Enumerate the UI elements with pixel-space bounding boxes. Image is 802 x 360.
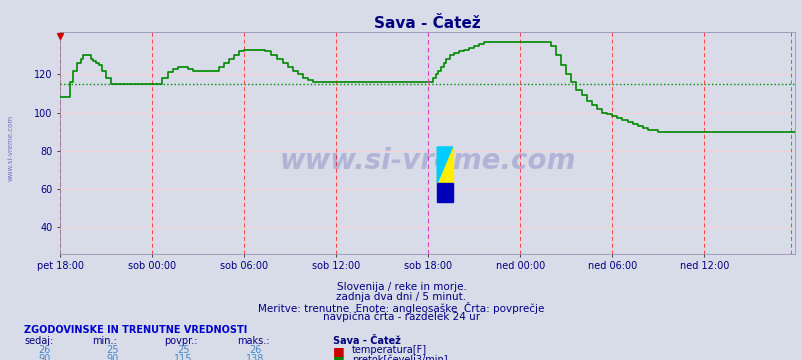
Text: min.:: min.: [92,336,117,346]
Text: ZGODOVINSKE IN TRENUTNE VREDNOSTI: ZGODOVINSKE IN TRENUTNE VREDNOSTI [24,325,247,335]
Text: ■: ■ [333,345,345,358]
Text: maks.:: maks.: [237,336,269,346]
Text: 90: 90 [38,354,51,360]
Text: www.si-vreme.com: www.si-vreme.com [279,147,575,175]
Text: Slovenija / reke in morje.: Slovenija / reke in morje. [336,282,466,292]
Text: 26: 26 [249,345,261,355]
Text: povpr.:: povpr.: [164,336,198,346]
Text: Meritve: trenutne  Enote: angleosaške  Črta: povprečje: Meritve: trenutne Enote: angleosaške Črt… [258,302,544,314]
Text: www.si-vreme.com: www.si-vreme.com [7,114,14,181]
Text: sedaj:: sedaj: [24,336,53,346]
Text: 115: 115 [173,354,192,360]
Text: Sava - Čatež: Sava - Čatež [333,336,401,346]
Text: pretok[čevelj3/min]: pretok[čevelj3/min] [351,354,447,360]
Polygon shape [436,147,452,183]
Text: 25: 25 [106,345,119,355]
Text: navpična črta - razdelek 24 ur: navpična črta - razdelek 24 ur [322,312,480,322]
Bar [436,183,452,202]
Text: 25: 25 [176,345,189,355]
Text: 138: 138 [246,354,264,360]
Title: Sava - Čatež: Sava - Čatež [374,16,480,31]
Text: zadnja dva dni / 5 minut.: zadnja dva dni / 5 minut. [336,292,466,302]
Polygon shape [436,147,452,183]
Text: 26: 26 [38,345,51,355]
Text: temperatura[F]: temperatura[F] [351,345,427,355]
Text: 90: 90 [106,354,119,360]
Text: ■: ■ [333,354,345,360]
